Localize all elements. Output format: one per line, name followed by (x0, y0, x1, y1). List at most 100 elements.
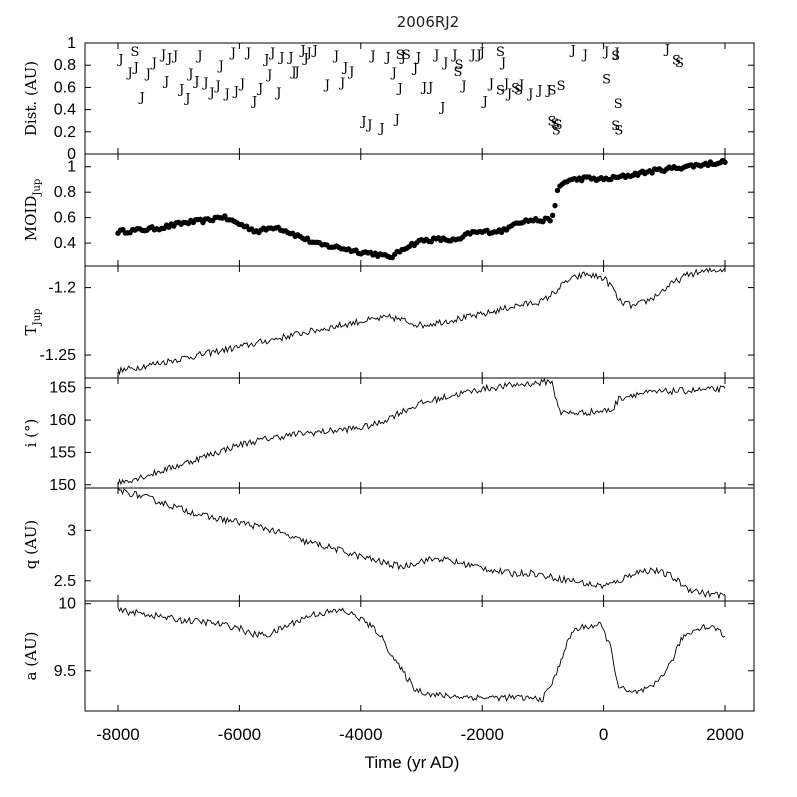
y-tick-label: -1.25 (40, 347, 77, 364)
point-marker: J (305, 46, 312, 61)
point-marker: J (602, 45, 609, 60)
panel-q: 2.5 3 q (AU) (22, 487, 754, 601)
point-marker: S (514, 84, 523, 99)
x-axis: -8000 -6000 -4000 -2000 0 2000 (96, 725, 744, 744)
point-marker: J (171, 49, 178, 64)
y-tick-label: 1 (67, 35, 76, 52)
point-marker: J (144, 67, 151, 82)
point-marker: J (341, 60, 348, 75)
point-marker: J (359, 115, 366, 130)
point-marker: J (368, 49, 375, 64)
point-marker: J (468, 48, 475, 63)
point-marker: J (475, 48, 482, 63)
y-axis-label-tjup: TJup (22, 309, 43, 336)
point-marker: S (611, 49, 620, 64)
panel-moid: 0.4 0.6 0.8 1 MOIDJup (22, 153, 754, 266)
point-marker: J (450, 48, 457, 63)
point-marker: J (238, 77, 245, 92)
point-marker: J (505, 87, 512, 102)
point-marker: J (214, 79, 221, 94)
point-marker: J (569, 44, 576, 59)
point-marker: J (207, 86, 214, 101)
point-marker: J (292, 65, 299, 80)
point-marker: S (496, 45, 505, 60)
point-marker: J (390, 66, 397, 81)
point-marker: J (338, 76, 345, 91)
y-tick-label: 9.5 (54, 663, 76, 680)
point-marker: J (192, 75, 199, 90)
point-marker: J (289, 65, 296, 80)
y-tick-label: 155 (49, 444, 76, 461)
point-marker: S (496, 84, 505, 99)
y-tick-label: 2.5 (54, 573, 76, 590)
chart-title: 2006RJ2 (397, 13, 460, 31)
point-marker: J (186, 67, 193, 82)
point-marker: J (487, 77, 494, 92)
series-line (117, 488, 726, 600)
point-marker: J (201, 76, 208, 91)
y-tick-label: 0.4 (54, 235, 76, 252)
point-marker: J (347, 65, 354, 80)
point-marker: J (581, 48, 588, 63)
y-axis-label-inc: i (°) (22, 419, 40, 448)
point-marker: J (116, 53, 123, 68)
point-marker: S (614, 124, 623, 139)
point-marker: S (554, 118, 563, 133)
y-axis-label-moid: MOIDJup (22, 179, 43, 241)
x-tick-label: -8000 (96, 725, 139, 744)
data-point (304, 235, 311, 241)
point-marker: J (323, 78, 330, 93)
series-line (117, 606, 726, 703)
y-tick-label: 0 (67, 146, 76, 163)
point-marker: J (302, 51, 309, 66)
point-marker: J (262, 53, 269, 68)
panel-inc: 150 155 160 165 i (°) (22, 377, 754, 494)
point-marker: J (265, 68, 272, 83)
y-tick-label: 165 (49, 380, 76, 397)
y-tick-label: 1 (67, 159, 76, 176)
point-marker: S (511, 81, 520, 96)
point-marker: J (459, 79, 466, 94)
point-marker: J (217, 59, 224, 74)
point-marker: J (150, 56, 157, 71)
point-marker: J (384, 50, 391, 65)
x-tick-label: 0 (599, 725, 608, 744)
point-marker: S (611, 119, 620, 134)
series-tjup (117, 267, 726, 376)
point-marker: J (438, 100, 445, 115)
point-marker: J (414, 50, 421, 65)
point-marker: J (250, 95, 257, 110)
point-marker: J (526, 87, 533, 102)
point-marker: J (365, 118, 372, 133)
y-tick-label: 0.8 (54, 57, 76, 74)
x-tick-label: -6000 (218, 725, 261, 744)
point-marker: J (544, 84, 551, 99)
point-marker: S (552, 124, 561, 139)
x-axis-label: Time (yr AD) (365, 753, 460, 772)
point-marker: S (672, 54, 681, 69)
point-marker: S (453, 65, 462, 80)
point-marker: J (138, 90, 145, 105)
point-marker: J (256, 81, 263, 96)
point-marker: J (426, 80, 433, 95)
point-marker: S (548, 84, 557, 99)
y-tick-label: 160 (49, 412, 76, 429)
point-marker: J (535, 84, 542, 99)
point-marker: J (396, 81, 403, 96)
point-marker: J (223, 87, 230, 102)
data-point (547, 218, 553, 224)
point-marker: J (268, 46, 275, 61)
y-axis-label-q: q (AU) (22, 520, 40, 570)
point-marker: J (377, 121, 384, 136)
y-tick-label: 10 (58, 596, 76, 613)
point-marker: J (159, 48, 166, 63)
point-marker: S (551, 117, 560, 132)
point-marker: J (311, 44, 318, 59)
series-inc (117, 378, 726, 486)
y-tick-label: 0.6 (54, 79, 76, 96)
x-tick-label: -2000 (460, 725, 503, 744)
data-point (722, 159, 728, 165)
point-marker: S (548, 115, 557, 130)
